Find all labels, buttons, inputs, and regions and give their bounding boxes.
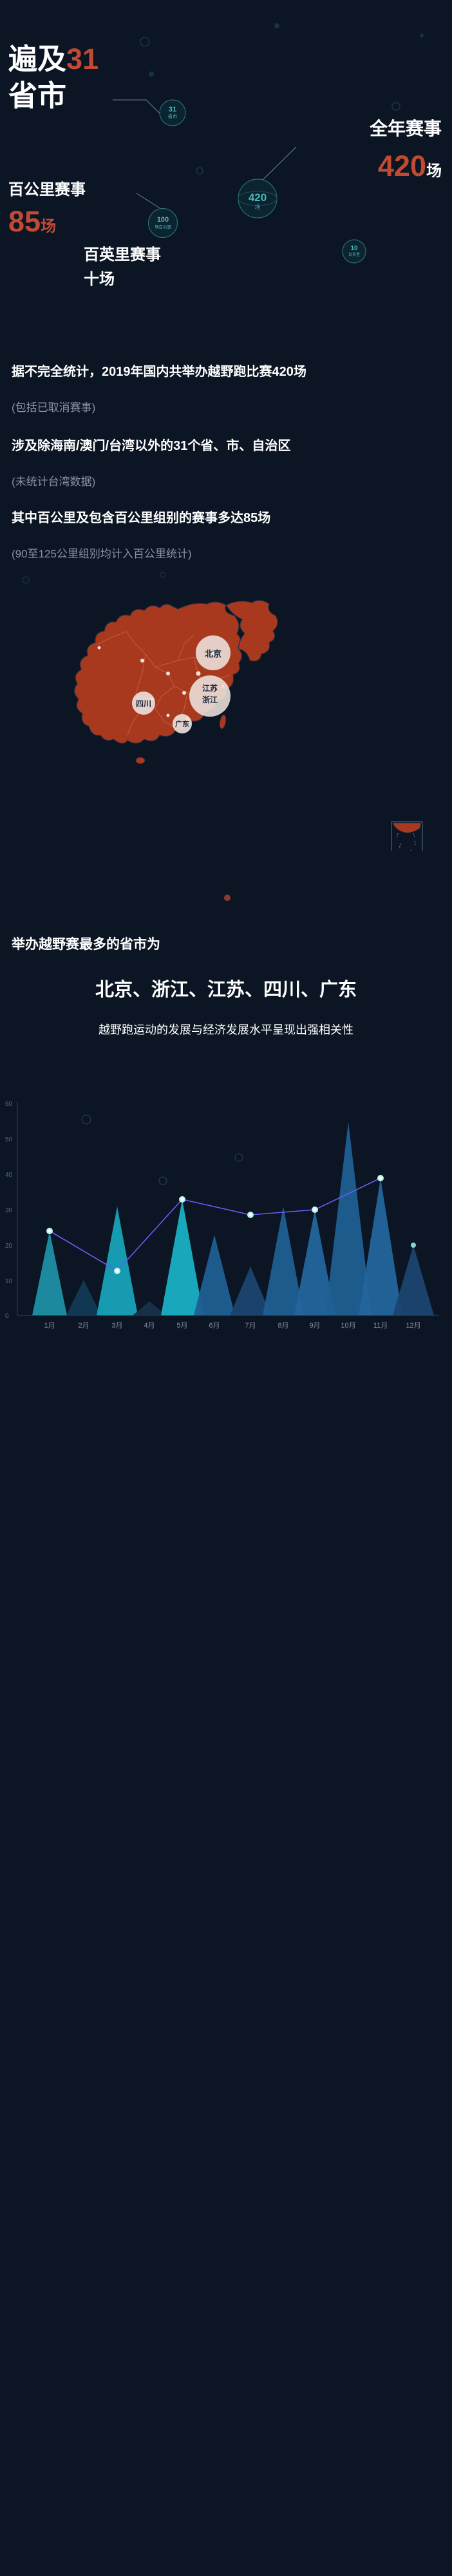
svg-text:3月: 3月 [111, 1322, 122, 1330]
svg-text:10: 10 [350, 245, 358, 252]
svg-text:北京: 北京 [205, 649, 221, 659]
svg-text:12月: 12月 [406, 1322, 420, 1330]
svg-text:60: 60 [5, 1101, 13, 1108]
svg-text:场百公里: 场百公里 [155, 224, 172, 229]
svg-text:8月: 8月 [278, 1322, 288, 1330]
svg-text:5月: 5月 [176, 1322, 187, 1330]
svg-text:1月: 1月 [44, 1322, 55, 1330]
svg-text:10月: 10月 [341, 1322, 355, 1330]
svg-text:场: 场 [255, 204, 260, 210]
svg-text:31: 31 [169, 106, 176, 113]
svg-text:四川: 四川 [136, 699, 151, 708]
svg-text:广东: 广东 [175, 719, 189, 728]
svg-text:420: 420 [249, 191, 267, 204]
svg-text:2月: 2月 [78, 1322, 89, 1330]
svg-text:9月: 9月 [309, 1322, 320, 1330]
svg-text:0: 0 [5, 1313, 9, 1320]
svg-text:11月: 11月 [373, 1322, 388, 1330]
svg-text:50: 50 [5, 1136, 13, 1143]
svg-text:浙江: 浙江 [202, 695, 218, 704]
svg-text:百英里: 百英里 [348, 252, 360, 257]
svg-text:100: 100 [157, 216, 169, 224]
svg-text:江苏: 江苏 [202, 683, 218, 693]
svg-text:4月: 4月 [144, 1322, 155, 1330]
svg-text:7月: 7月 [245, 1322, 256, 1330]
svg-text:40: 40 [5, 1172, 13, 1179]
svg-text:6月: 6月 [209, 1322, 220, 1330]
svg-text:30: 30 [5, 1207, 13, 1214]
svg-text:20: 20 [5, 1243, 13, 1250]
svg-text:省市: 省市 [168, 113, 178, 119]
svg-text:10: 10 [5, 1278, 13, 1285]
